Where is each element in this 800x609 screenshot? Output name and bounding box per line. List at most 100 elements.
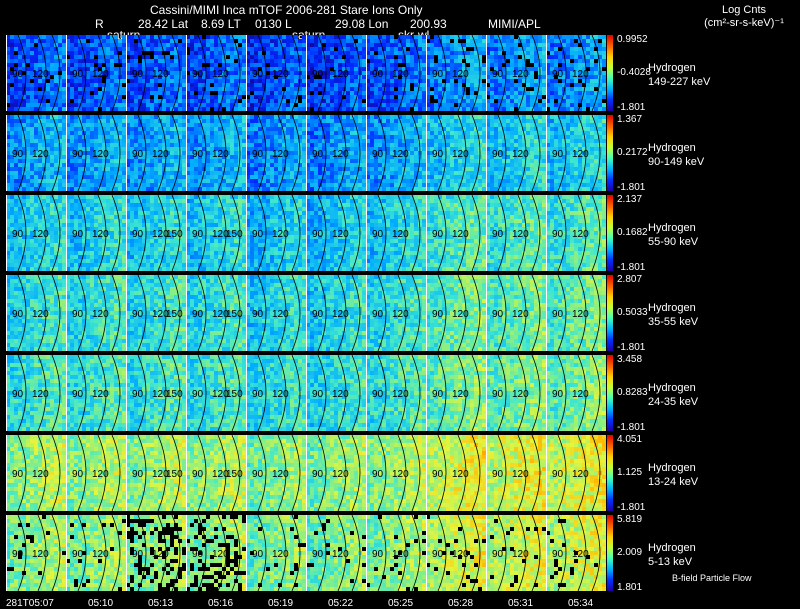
contour-label: 90 bbox=[552, 469, 564, 480]
contour-label: 120 bbox=[152, 549, 169, 560]
colorbar-max: 3.458 bbox=[617, 354, 643, 365]
contour-label: 120 bbox=[152, 469, 169, 480]
image-grid: 90 120 90 120 90 120 90 120 90 120 90 120 90 120 90 120… bbox=[6, 35, 606, 595]
energy-panel: 90 120 90 120 90 120 150 90 120 150 90 120 90 120 90 12… bbox=[6, 355, 606, 431]
contour-label: 120 bbox=[272, 69, 289, 80]
contour-label: 120 bbox=[452, 149, 469, 160]
contour-label: 120 bbox=[392, 229, 409, 240]
energy-panel-image: 90 120 90 120 90 120 90 120 90 120 90 120 90 120 90 120… bbox=[6, 115, 606, 191]
colorbar-mid: 1.125 bbox=[617, 467, 643, 478]
time-tick: 05:22 bbox=[328, 598, 354, 609]
colorbar-max: 1.367 bbox=[617, 114, 643, 125]
species-label: Hydrogen bbox=[648, 382, 696, 394]
contour-label: 120 bbox=[32, 469, 49, 480]
energy-panel: 90 120 90 120 90 120 90 120 90 120 90 120 90 120 90 120… bbox=[6, 515, 606, 591]
l-readout: 0130 L bbox=[255, 17, 292, 31]
energy-label: 5-13 keV bbox=[648, 556, 693, 568]
contour-label: 120 bbox=[32, 389, 49, 400]
contour-label: 90 bbox=[72, 149, 84, 160]
contour-label: 90 bbox=[72, 549, 84, 560]
contour-label: 120 bbox=[272, 389, 289, 400]
contour-label: 90 bbox=[372, 229, 384, 240]
contour-label: 120 bbox=[392, 389, 409, 400]
contour-label: 90 bbox=[72, 389, 84, 400]
contour-label: 90 bbox=[192, 229, 204, 240]
contour-label: 120 bbox=[512, 469, 529, 480]
contour-label: 90 bbox=[132, 69, 144, 80]
contour-label: 90 bbox=[192, 469, 204, 480]
contour-label: 90 bbox=[492, 549, 504, 560]
colorbar bbox=[607, 355, 613, 431]
time-tick: 281T05:07 bbox=[6, 598, 54, 609]
contour-label: 120 bbox=[92, 229, 109, 240]
contour-label: 90 bbox=[72, 309, 84, 320]
energy-label: 35-55 keV bbox=[648, 316, 699, 328]
contour-label: 120 bbox=[272, 149, 289, 160]
contour-label: 90 bbox=[252, 309, 264, 320]
lat-readout: 28.42 Lat bbox=[138, 17, 189, 31]
contour-label: 120 bbox=[452, 69, 469, 80]
species-label: Hydrogen bbox=[648, 462, 696, 474]
contour-label: 90 bbox=[372, 549, 384, 560]
energy-panel: 90 120 90 120 90 120 150 90 120 150 90 120 90 120 90 12… bbox=[6, 275, 606, 351]
time-tick: 05:28 bbox=[448, 598, 474, 609]
contour-label: 90 bbox=[192, 309, 204, 320]
contour-label: 90 bbox=[492, 389, 504, 400]
energy-label: 149-227 keV bbox=[648, 76, 711, 88]
colorbar-mid: 0.1682 bbox=[617, 227, 648, 238]
contour-label: 120 bbox=[272, 229, 289, 240]
contour-label: 90 bbox=[132, 549, 144, 560]
contour-label: 90 bbox=[432, 149, 444, 160]
contour-label: 120 bbox=[452, 549, 469, 560]
contour-label: 150 bbox=[166, 389, 183, 400]
contour-label: 90 bbox=[72, 69, 84, 80]
plot-title: Cassini/MIMI Inca mTOF 2006-281 Stare Io… bbox=[150, 3, 423, 17]
contour-label: 150 bbox=[226, 389, 243, 400]
contour-label: 120 bbox=[392, 69, 409, 80]
contour-label: 90 bbox=[552, 309, 564, 320]
contour-label: 90 bbox=[492, 469, 504, 480]
energy-label: 13-24 keV bbox=[648, 476, 699, 488]
energy-panel-image: 90 120 90 120 90 120 90 120 90 120 90 120 90 120 90 120… bbox=[6, 35, 606, 111]
contour-label: 120 bbox=[332, 69, 349, 80]
colorbar-mid: 0.5033 bbox=[617, 307, 648, 318]
contour-label: 120 bbox=[152, 229, 169, 240]
contour-label: 90 bbox=[492, 69, 504, 80]
contour-label: 120 bbox=[392, 149, 409, 160]
species-label: Hydrogen bbox=[648, 302, 696, 314]
colorbar-min: -1.801 bbox=[617, 102, 646, 113]
contour-label: 120 bbox=[332, 389, 349, 400]
contour-label: 90 bbox=[252, 69, 264, 80]
contour-label: 90 bbox=[432, 549, 444, 560]
contour-label: 120 bbox=[32, 229, 49, 240]
org-label: MIMI/APL bbox=[488, 17, 541, 31]
contour-label: 120 bbox=[212, 389, 229, 400]
energy-panel: 90 120 90 120 90 120 150 90 120 150 90 120 90 120 90 12… bbox=[6, 195, 606, 271]
contour-label: 90 bbox=[492, 149, 504, 160]
contour-label: 90 bbox=[132, 469, 144, 480]
contour-label: 90 bbox=[552, 549, 564, 560]
lon-readout: 29.08 Lon bbox=[335, 17, 389, 31]
energy-panel-image: 90 120 90 120 90 120 90 120 90 120 90 120 90 120 90 120… bbox=[6, 515, 606, 591]
contour-label: 90 bbox=[432, 69, 444, 80]
contour-label: 120 bbox=[452, 229, 469, 240]
time-tick: 05:31 bbox=[508, 598, 534, 609]
r-label: R bbox=[95, 17, 104, 31]
contour-label: 90 bbox=[132, 309, 144, 320]
colorbar bbox=[607, 115, 613, 191]
contour-label: 90 bbox=[12, 149, 24, 160]
contour-label: 120 bbox=[512, 69, 529, 80]
colorbar-max: 5.819 bbox=[617, 514, 643, 525]
colorbar bbox=[607, 515, 613, 591]
contour-label: 90 bbox=[12, 469, 24, 480]
contour-label: 120 bbox=[392, 549, 409, 560]
colorbar bbox=[607, 435, 613, 511]
contour-label: 120 bbox=[512, 149, 529, 160]
colorbar-mid: 0.2172 bbox=[617, 147, 648, 158]
colorbar-title: Log Cnts (cm²-sr-s-keV)⁻¹ bbox=[694, 4, 794, 30]
species-label: Hydrogen bbox=[648, 62, 696, 74]
contour-label: 90 bbox=[372, 309, 384, 320]
contour-label: 90 bbox=[252, 549, 264, 560]
